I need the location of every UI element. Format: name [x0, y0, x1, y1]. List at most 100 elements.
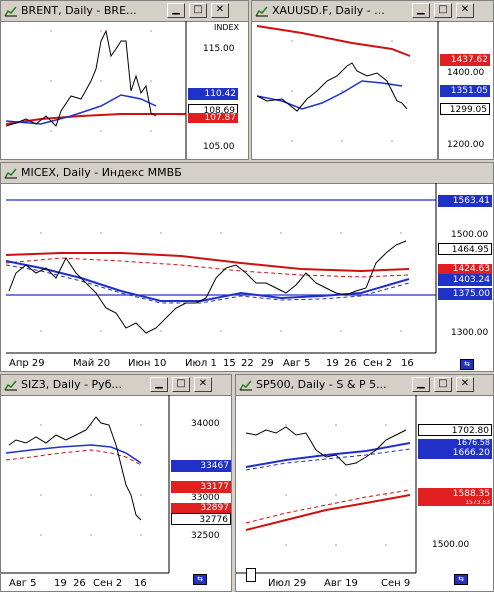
date-label: Авг 5	[9, 578, 37, 589]
price-label-2: 105.00	[203, 142, 235, 152]
ma-red-line	[245, 494, 411, 531]
maximize-button[interactable]: □	[172, 377, 190, 392]
date-label: 15	[223, 358, 236, 369]
minimize-button[interactable]: ▁	[150, 377, 168, 392]
price-label-1500: 1500.00	[451, 230, 488, 240]
close-button[interactable]: ✕	[211, 3, 229, 18]
price-line	[5, 29, 157, 127]
date-label: 19	[54, 578, 67, 589]
window-title: XAUUSD.F, Daily - ...	[272, 4, 385, 17]
chart-icon	[239, 380, 252, 391]
price-label-32500: 32500	[191, 531, 220, 541]
chart-area[interactable]: 1500.00 1300.00 Апр 29 Май 20 Июн 10 Июл…	[1, 183, 493, 371]
price-line	[245, 426, 407, 466]
maximize-button[interactable]: □	[434, 3, 452, 18]
price-label-2: 1200.00	[447, 140, 484, 150]
date-label: Апр 29	[9, 358, 45, 369]
date-label: Июн 10	[128, 358, 166, 369]
badge-1464-95: 1464.95	[438, 243, 492, 255]
badge-1299-05: 1299.05	[440, 103, 490, 115]
badge-1403-24: 1403.24	[438, 274, 492, 286]
badge-1375-00: 1375.00	[438, 288, 492, 300]
badge-33177: 33177	[171, 481, 231, 493]
window-micex[interactable]: MICEX, Daily - Индекс ММВБ 1500.00 1300.…	[0, 162, 494, 372]
window-title: SIZ3, Daily - Руб...	[21, 378, 122, 391]
ma-red-dashed	[5, 257, 410, 278]
maximize-button[interactable]: □	[434, 377, 452, 392]
window-title: SP500, Daily - S & P 5...	[256, 378, 387, 391]
badge-1666-20: 1666.20	[418, 447, 492, 459]
chart-area[interactable]: 1400.00 1200.00	[252, 21, 493, 159]
date-label: Июл 29	[268, 578, 306, 589]
ma-blue-line	[5, 444, 142, 464]
badge-1676-58: 1676.58	[418, 439, 492, 447]
title-bar[interactable]: SP500, Daily - S & P 5... ▁ □ ✕	[236, 375, 493, 396]
title-bar[interactable]: MICEX, Daily - Индекс ММВБ	[1, 163, 493, 184]
chart-area[interactable]: 115.00 105.00 INDEX	[1, 21, 248, 159]
window-title: MICEX, Daily - Индекс ММВБ	[21, 166, 182, 179]
window-xau[interactable]: XAUUSD.F, Daily - ... ▁ □ ✕ 1400.00 1200…	[251, 0, 494, 160]
date-label: 22	[241, 358, 254, 369]
auto-scroll-button[interactable]: ⇆	[460, 359, 474, 370]
date-label: Сен 2	[93, 578, 122, 589]
price-label-1: 115.00	[203, 44, 235, 54]
window-title: BRENT, Daily - BRE...	[21, 4, 137, 17]
ma-blue-line	[245, 442, 411, 468]
ma-red-line	[5, 113, 186, 125]
grid-dots	[50, 30, 152, 132]
badge-1588-35: 1588.35	[418, 488, 492, 500]
badge-32776: 32776	[171, 513, 231, 525]
date-labels: Авг 5 19 26 Сен 2 16	[9, 578, 147, 589]
auto-scroll-button[interactable]: ⇆	[193, 574, 207, 585]
badge-110-42: 110.42	[188, 88, 238, 100]
index-label: INDEX	[214, 23, 240, 32]
ma-red-line	[256, 25, 411, 57]
date-label: 26	[344, 358, 357, 369]
price-label-1300: 1300.00	[451, 328, 488, 338]
chart-area[interactable]: 1500.00 Июл 29 Авг 19 Сен 9	[236, 395, 493, 591]
svg-text:115.00: 115.00	[203, 44, 235, 54]
date-label: 26	[73, 578, 86, 589]
ma-blue-dashed	[245, 448, 411, 471]
auto-scroll-button[interactable]: ⇆	[454, 574, 468, 585]
date-label: 19	[326, 358, 339, 369]
maximize-button[interactable]: □	[189, 3, 207, 18]
chart-icon	[4, 380, 17, 391]
window-brent[interactable]: BRENT, Daily - BRE... ▁ □ ✕ 115.00 105.0…	[0, 0, 249, 160]
svg-text:105.00: 105.00	[203, 142, 235, 152]
date-label: 29	[261, 358, 274, 369]
chart-icon	[255, 6, 268, 17]
date-labels: Июл 29 Авг 19 Сен 9	[268, 578, 410, 589]
price-label-1: 1400.00	[447, 68, 484, 78]
window-siz[interactable]: SIZ3, Daily - Руб... ▁ □ ✕ 34000 33000 3…	[0, 374, 232, 592]
window-sp[interactable]: SP500, Daily - S & P 5... ▁ □ ✕ 1500.00 …	[235, 374, 494, 592]
minimize-button[interactable]: ▁	[412, 3, 430, 18]
badge-1563-41: 1563.41	[438, 195, 492, 207]
badge-33467: 33467	[171, 460, 231, 472]
title-bar[interactable]: SIZ3, Daily - Руб... ▁ □ ✕	[1, 375, 231, 396]
title-bar[interactable]: BRENT, Daily - BRE... ▁ □ ✕	[1, 1, 248, 22]
chart-area[interactable]: 34000 33000 32500 Авг 5 19 26 Сен 2 16	[1, 395, 231, 591]
price-line	[256, 62, 408, 112]
price-line	[8, 240, 407, 334]
badge-1702-80: 1702.80	[418, 424, 492, 436]
date-labels: Апр 29 Май 20 Июн 10 Июл 1 15 22 29 Авг …	[9, 358, 414, 369]
minimize-button[interactable]: ▁	[412, 377, 430, 392]
scroll-handle[interactable]	[246, 568, 256, 582]
badge-1437-62: 1437.62	[440, 54, 490, 66]
date-label: 16	[134, 578, 147, 589]
date-label: Авг 5	[283, 358, 311, 369]
price-line	[8, 416, 142, 521]
minimize-button[interactable]: ▁	[167, 3, 185, 18]
badge-1573-53: 1573.53	[418, 500, 492, 506]
title-bar[interactable]: XAUUSD.F, Daily - ... ▁ □ ✕	[252, 1, 493, 22]
close-button[interactable]: ✕	[194, 377, 212, 392]
ma-red-line	[5, 252, 410, 273]
close-button[interactable]: ✕	[456, 3, 474, 18]
date-label: 16	[401, 358, 414, 369]
close-button[interactable]: ✕	[456, 377, 474, 392]
chart-icon	[4, 6, 17, 17]
chart-icon	[4, 168, 17, 179]
grid-dots	[40, 232, 402, 332]
price-label-34000: 34000	[191, 419, 220, 429]
